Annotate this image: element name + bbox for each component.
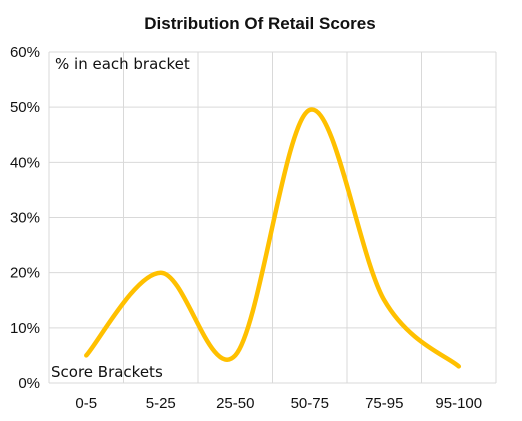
y-tick-label: 0% (18, 375, 40, 392)
chart-title: Distribution Of Retail Scores (144, 14, 375, 33)
x-axis-label: Score Brackets (51, 363, 163, 381)
x-tick-label: 5-25 (146, 395, 176, 412)
y-axis-label: % in each bracket (55, 55, 190, 73)
series-line (84, 107, 462, 369)
y-tick-label: 20% (10, 265, 40, 282)
x-tick-label: 95-100 (435, 395, 482, 412)
y-tick-label: 50% (10, 99, 40, 116)
y-tick-label: 40% (10, 154, 40, 171)
gridlines (48, 51, 497, 384)
x-tick-label: 25-50 (216, 395, 254, 412)
x-axis-ticks: 0-5 5-25 25-50 50-75 75-95 95-100 (75, 395, 482, 412)
y-tick-label: 10% (10, 320, 40, 337)
series (84, 107, 462, 369)
y-tick-label: 30% (10, 210, 40, 227)
y-tick-label: 60% (10, 44, 40, 61)
y-axis-ticks: 0% 10% 20% 30% 40% 50% 60% (10, 44, 40, 392)
x-tick-label: 75-95 (365, 395, 403, 412)
x-tick-label: 50-75 (291, 395, 329, 412)
x-tick-label: 0-5 (75, 395, 97, 412)
